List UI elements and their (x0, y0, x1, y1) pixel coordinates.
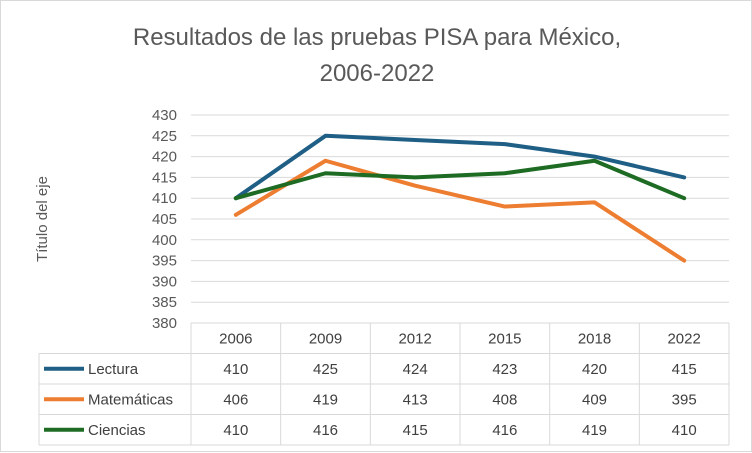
x-category-label: 2022 (667, 330, 700, 347)
gridlines (191, 114, 729, 324)
data-point (682, 259, 686, 263)
series-line-0 (233, 133, 687, 201)
data-point (324, 134, 327, 138)
y-tick-label: 415 (152, 169, 177, 186)
series-line-2 (233, 158, 687, 201)
series-line-1 (233, 158, 687, 263)
table-value-cell: 420 (582, 361, 607, 378)
table-value-cell: 409 (582, 391, 607, 408)
data-point (413, 175, 417, 179)
y-tick-label: 425 (152, 128, 177, 145)
y-axis-ticks: 380 385 390 395 400 405 410 415 420 425 430 (152, 107, 177, 332)
chart-title-line-2: 2006-2022 (320, 60, 435, 87)
y-tick-label: 395 (152, 253, 177, 270)
y-tick-label: 410 (152, 190, 177, 207)
y-tick-label: 405 (152, 211, 177, 228)
chart-title-line-1: Resultados de las pruebas PISA para Méxi… (133, 24, 621, 51)
data-point (234, 213, 238, 217)
data-point (234, 196, 238, 200)
data-point (324, 171, 327, 175)
data-point (503, 171, 507, 175)
table-value-cell: 424 (403, 361, 428, 378)
table-value-cell: 419 (582, 422, 607, 439)
table-value-cell: 423 (492, 361, 517, 378)
x-category-label: 2018 (578, 330, 611, 347)
data-point (413, 138, 417, 142)
y-tick-label: 385 (152, 294, 177, 311)
x-category-label: 2009 (309, 330, 342, 347)
data-point (593, 200, 596, 204)
data-point (682, 196, 686, 200)
table-value-cell: 406 (223, 391, 248, 408)
x-category-label: 2015 (488, 330, 521, 347)
legend-label: Ciencias (88, 422, 146, 439)
table-value-cell: 408 (492, 391, 517, 408)
legend-label: Matemáticas (88, 391, 173, 408)
table-value-cell: 410 (223, 422, 248, 439)
y-tick-label: 380 (152, 315, 177, 332)
data-point (503, 142, 507, 146)
data-table: 2006 2009 2012 2015 2018 2022 Lectura 410 425 424… (38, 322, 730, 446)
table-value-cell: 419 (313, 391, 338, 408)
data-point (593, 155, 596, 159)
series-lines (233, 133, 687, 263)
x-category-label: 2006 (219, 330, 252, 347)
y-tick-label: 400 (152, 232, 177, 249)
data-point (503, 205, 507, 209)
data-point (682, 175, 686, 179)
x-category-label: 2012 (398, 330, 431, 347)
data-point (324, 159, 327, 163)
table-value-cell: 410 (223, 361, 248, 378)
legend-label: Lectura (88, 361, 139, 378)
table-value-cell: 416 (313, 422, 338, 439)
table-value-cell: 415 (403, 422, 428, 439)
table-value-cell: 410 (672, 422, 697, 439)
table-value-cell: 395 (672, 391, 697, 408)
table-value-cell: 425 (313, 361, 338, 378)
y-axis-title: Título del eje (34, 176, 51, 262)
table-value-cell: 413 (403, 391, 428, 408)
y-tick-label: 390 (152, 273, 177, 290)
y-tick-label: 430 (152, 107, 177, 124)
data-point (593, 159, 596, 163)
table-value-cell: 415 (672, 361, 697, 378)
table-value-cell: 416 (492, 422, 517, 439)
data-point (413, 184, 417, 188)
y-tick-label: 420 (152, 149, 177, 166)
